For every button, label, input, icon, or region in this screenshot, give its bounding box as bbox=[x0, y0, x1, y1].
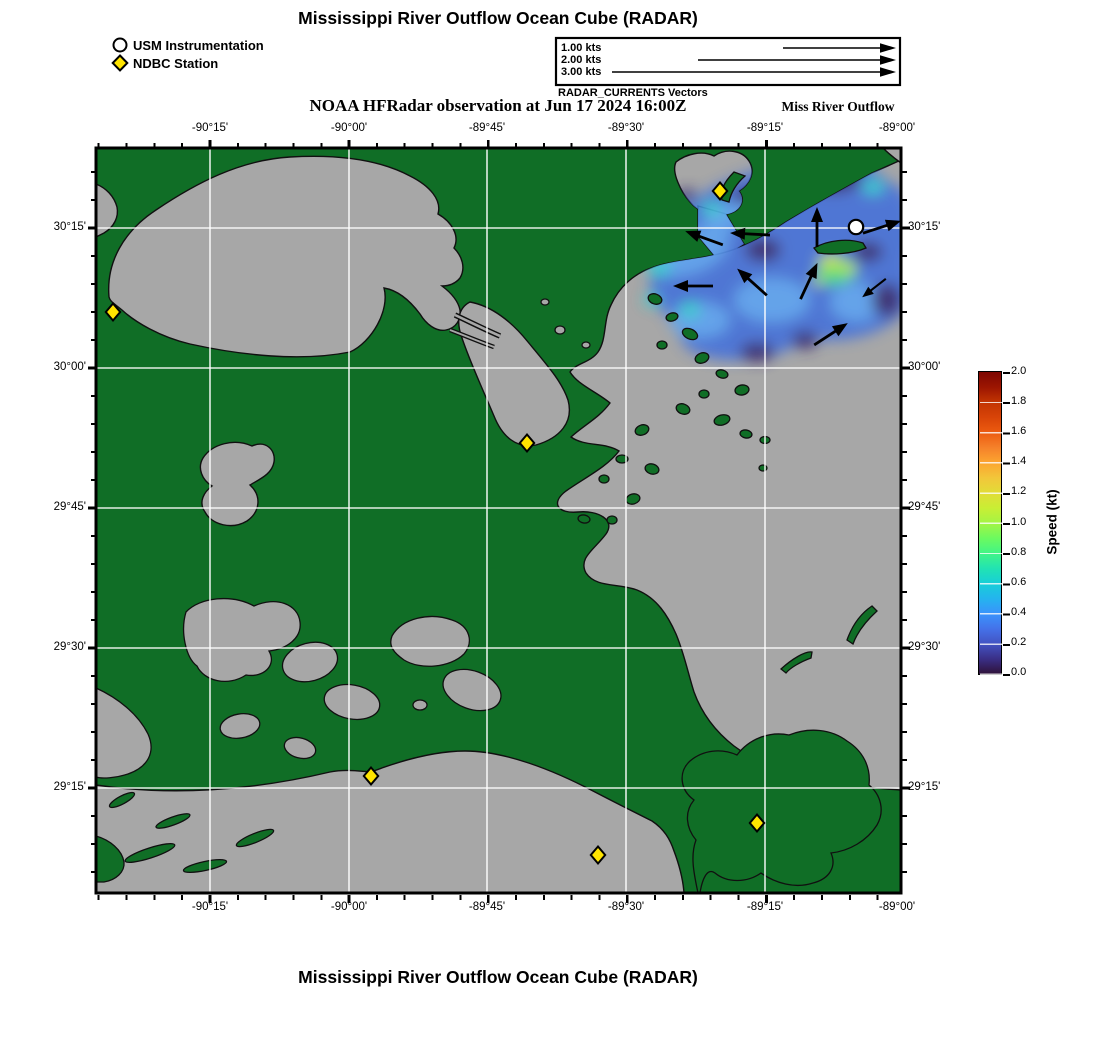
lat-label-right-4: 29°30' bbox=[908, 641, 941, 653]
ndbc-station-marker bbox=[589, 844, 607, 866]
current-vectors-layer bbox=[673, 207, 902, 347]
scale-arrow-heads bbox=[880, 43, 896, 77]
vector-scale-row-2: 2.00 kts bbox=[561, 54, 602, 66]
ndbc-station-marker bbox=[518, 432, 536, 454]
vector-scale-box bbox=[554, 36, 902, 87]
lon-label-top-6: -89°00' bbox=[878, 122, 916, 134]
current-vector-arrow bbox=[673, 280, 713, 292]
usm-legend-icon bbox=[112, 37, 128, 53]
lon-label-top-2: -90°00' bbox=[330, 122, 368, 134]
axis-ticks-bottom bbox=[96, 895, 902, 903]
current-vector-arrow bbox=[862, 277, 887, 298]
cb-label-5: 1.2 bbox=[1011, 485, 1027, 497]
ndbc-station-marker bbox=[104, 301, 122, 323]
mississippi-delta-land bbox=[681, 729, 882, 894]
cb-label-7: 0.8 bbox=[1011, 546, 1027, 558]
current-vector-arrow bbox=[813, 323, 848, 347]
map-frame bbox=[94, 146, 903, 895]
cb-label-3: 1.6 bbox=[1011, 425, 1027, 437]
lake-pontchartrain bbox=[107, 155, 464, 358]
ndbc-station-marker bbox=[711, 180, 729, 202]
current-vector-arrow bbox=[730, 227, 771, 240]
lon-label-bottom-1: -90°15' bbox=[191, 901, 229, 913]
footer-title: Mississippi River Outflow Ocean Cube (RA… bbox=[298, 967, 698, 987]
vector-scale-row-1: 1.00 kts bbox=[561, 42, 602, 54]
chandeleur-island-north bbox=[846, 605, 878, 645]
lon-label-top-1: -90°15' bbox=[191, 122, 229, 134]
graticule-grid bbox=[96, 148, 901, 893]
cat-island bbox=[813, 239, 867, 255]
lon-label-bottom-2: -90°00' bbox=[330, 901, 368, 913]
lat-label-left-4: 29°30' bbox=[53, 641, 86, 653]
usm-legend-label: USM Instrumentation bbox=[133, 38, 264, 53]
lat-label-right-2: 30°00' bbox=[908, 361, 941, 373]
cb-label-1: 2.0 bbox=[1011, 365, 1027, 377]
figure-title: Mississippi River Outflow Ocean Cube (RA… bbox=[298, 8, 698, 28]
lat-label-left-2: 30°00' bbox=[53, 361, 86, 373]
tidal-passes bbox=[449, 312, 502, 350]
islands-and-delta bbox=[95, 171, 882, 894]
gulf-water bbox=[95, 750, 685, 894]
lat-label-left-1: 30°15' bbox=[53, 221, 86, 233]
lat-label-left-3: 29°45' bbox=[53, 501, 86, 513]
left-edge-water bbox=[95, 182, 119, 239]
lon-label-bottom-6: -89°00' bbox=[878, 901, 916, 913]
vector-scale-caption: RADAR_CURRENTS Vectors bbox=[558, 87, 708, 99]
cb-label-6: 1.0 bbox=[1011, 516, 1027, 528]
lon-label-top-5: -89°15' bbox=[746, 122, 784, 134]
current-vector-arrow bbox=[685, 230, 724, 247]
axis-ticks-left bbox=[88, 148, 96, 893]
current-vector-arrow bbox=[799, 262, 818, 300]
lat-label-right-3: 29°45' bbox=[908, 501, 941, 513]
speed-colorbar-ticks bbox=[1003, 371, 1010, 676]
lon-label-bottom-4: -89°30' bbox=[607, 901, 645, 913]
current-vector-arrow bbox=[811, 207, 823, 247]
region-label: Miss River Outflow bbox=[781, 99, 895, 114]
colorbar-title: Speed (kt) bbox=[1044, 489, 1060, 555]
vector-scale-row-3: 3.00 kts bbox=[561, 66, 602, 78]
lon-label-top-3: -89°45' bbox=[468, 122, 506, 134]
cb-label-2: 1.8 bbox=[1011, 395, 1027, 407]
bay-spit bbox=[720, 171, 747, 203]
observation-subtitle: NOAA HFRadar observation at Jun 17 2024 … bbox=[309, 96, 687, 115]
lon-label-bottom-5: -89°15' bbox=[746, 901, 784, 913]
lon-label-top-4: -89°30' bbox=[607, 122, 645, 134]
ndbc-stations-layer bbox=[104, 180, 766, 866]
cb-label-10: 0.2 bbox=[1011, 636, 1027, 648]
lat-label-right-1: 30°15' bbox=[908, 221, 941, 233]
current-vector-arrow bbox=[737, 268, 768, 297]
usm-instrumentation-marker bbox=[847, 218, 865, 236]
usm-instrumentation-layer bbox=[847, 218, 865, 236]
speed-colorbar-gridlines bbox=[979, 372, 1002, 675]
lat-label-right-5: 29°15' bbox=[908, 781, 941, 793]
ndbc-legend-icon bbox=[111, 54, 129, 72]
axis-ticks-top bbox=[96, 140, 902, 148]
ndbc-station-marker bbox=[362, 765, 380, 787]
current-vector-arrow bbox=[862, 219, 902, 235]
ndbc-station-marker bbox=[748, 812, 766, 834]
lon-label-bottom-3: -89°45' bbox=[468, 901, 506, 913]
chandeleur-island-south bbox=[779, 651, 813, 674]
cb-label-11: 0.0 bbox=[1011, 666, 1027, 678]
ndbc-legend-label: NDBC Station bbox=[133, 56, 219, 71]
cb-label-8: 0.6 bbox=[1011, 576, 1027, 588]
lat-label-left-5: 29°15' bbox=[53, 781, 86, 793]
cb-label-4: 1.4 bbox=[1011, 455, 1027, 467]
scale-arrow-shafts bbox=[612, 47, 882, 73]
cb-label-9: 0.4 bbox=[1011, 606, 1027, 618]
axis-ticks-right bbox=[902, 148, 910, 893]
